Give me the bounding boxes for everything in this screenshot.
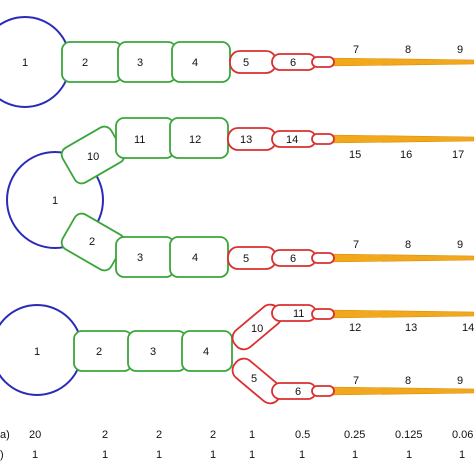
segment-c-6 — [271, 382, 317, 400]
table-row1-cell: 0.125 — [395, 429, 423, 441]
label-b-15: 15 — [349, 149, 361, 161]
label-b-4: 4 — [192, 252, 198, 264]
parameter-table: a) 20 2 2 2 1 0.5 0.25 0.125 0.06 ) 1 1 … — [0, 429, 473, 461]
segment-b-5 — [227, 246, 277, 270]
label-b-6: 6 — [290, 253, 296, 265]
cable-b-upper — [327, 134, 474, 144]
cable-c-upper — [327, 309, 474, 319]
label-c-12: 12 — [349, 322, 361, 334]
segment-a-6b — [311, 56, 335, 68]
tree-a-cables — [327, 57, 474, 67]
label-c-3: 3 — [150, 346, 156, 358]
table-row2-cell: 1 — [299, 449, 305, 461]
label-a-6: 6 — [290, 57, 296, 69]
label-a-4: 4 — [192, 57, 198, 69]
cable-b-lower — [327, 253, 474, 263]
label-a-8: 8 — [405, 44, 411, 56]
label-a-2: 2 — [82, 57, 88, 69]
label-a-7: 7 — [353, 44, 359, 56]
tree-c: 1 2 3 4 10 11 12 13 14 5 6 7 8 9 — [0, 303, 474, 405]
label-c-4: 4 — [203, 346, 209, 358]
label-b-5: 5 — [243, 253, 249, 265]
label-c-6: 6 — [295, 386, 301, 398]
label-b-3: 3 — [137, 252, 143, 264]
tree-a: 1 2 3 4 5 6 7 8 9 — [0, 16, 474, 108]
segment-b-6b — [311, 252, 335, 264]
label-c-2: 2 — [96, 346, 102, 358]
table-row2-label: ) — [0, 449, 4, 461]
label-b-16: 16 — [400, 149, 412, 161]
table-row1-cell: 0.25 — [344, 429, 365, 441]
tree-b-lower-red — [227, 246, 335, 270]
label-b-8: 8 — [405, 239, 411, 251]
label-c-8: 8 — [405, 375, 411, 387]
label-b-11: 11 — [134, 134, 145, 146]
segment-b-3 — [115, 236, 175, 278]
segment-a-2 — [61, 41, 123, 83]
label-c-14: 14 — [462, 322, 474, 334]
cable-c-lower — [327, 386, 474, 396]
segment-c-11b — [311, 308, 335, 320]
segment-c-4 — [181, 330, 233, 372]
label-c-1: 1 — [34, 346, 40, 358]
label-b-10: 10 — [87, 151, 99, 163]
label-a-5: 5 — [243, 57, 249, 69]
label-c-5: 5 — [251, 373, 257, 385]
label-b-13: 13 — [240, 134, 252, 146]
table-row2-cell: 1 — [406, 449, 412, 461]
label-a-9: 9 — [457, 44, 463, 56]
segment-b-4 — [169, 236, 229, 278]
label-b-17: 17 — [452, 149, 464, 161]
tree-a-green — [61, 41, 231, 83]
table-row1-cell: 1 — [249, 429, 255, 441]
table-row2-cell: 1 — [156, 449, 162, 461]
label-c-7: 7 — [353, 375, 359, 387]
label-c-10: 10 — [251, 323, 263, 335]
tree-b-lower-green — [60, 212, 229, 278]
label-b-7: 7 — [353, 239, 359, 251]
table-row1-label: a) — [0, 429, 10, 441]
label-a-3: 3 — [137, 57, 143, 69]
cable-a-7-9 — [327, 57, 474, 67]
soma-c — [0, 304, 83, 396]
tree-c-trunk — [73, 330, 233, 372]
table-row2-cell: 1 — [210, 449, 216, 461]
label-b-1: 1 — [52, 195, 58, 207]
table-row1-cell: 2 — [156, 429, 162, 441]
label-b-14: 14 — [286, 134, 298, 146]
segment-b-14b — [311, 133, 335, 145]
label-b-9: 9 — [457, 239, 463, 251]
segment-c-3 — [127, 330, 187, 372]
tree-b-cables — [327, 134, 474, 263]
segment-a-5 — [229, 50, 277, 74]
table-row1-cell: 2 — [210, 429, 216, 441]
label-a-1: 1 — [22, 57, 28, 69]
table-row1-cell: 0.06 — [452, 429, 473, 441]
table-row1-cell: 2 — [102, 429, 108, 441]
table-row2-cell: 1 — [352, 449, 358, 461]
table-row2-cell: 1 — [459, 449, 465, 461]
label-c-9: 9 — [457, 375, 463, 387]
tree-c-cables — [327, 309, 474, 396]
segment-c-2 — [73, 330, 133, 372]
label-c-11: 11 — [293, 308, 304, 320]
segment-c-6b — [311, 385, 335, 397]
label-b-12: 12 — [189, 134, 201, 146]
table-row2-cell: 1 — [249, 449, 255, 461]
segment-a-4 — [171, 41, 231, 83]
soma-a — [0, 16, 71, 108]
tree-b: 1 10 11 12 13 14 15 16 17 2 3 4 5 6 7 8 … — [6, 117, 474, 278]
table-row2-cell: 1 — [102, 449, 108, 461]
label-c-13: 13 — [405, 322, 417, 334]
tree-b-upper-green — [60, 117, 229, 185]
tree-c-red — [231, 303, 335, 405]
label-b-2: 2 — [89, 236, 95, 248]
tree-a-red — [229, 50, 335, 74]
table-row1-cell: 20 — [29, 429, 41, 441]
tree-b-upper-red — [227, 127, 335, 151]
table-row2-cell: 1 — [32, 449, 38, 461]
table-row1-cell: 0.5 — [295, 429, 310, 441]
segment-a-3 — [117, 41, 177, 83]
